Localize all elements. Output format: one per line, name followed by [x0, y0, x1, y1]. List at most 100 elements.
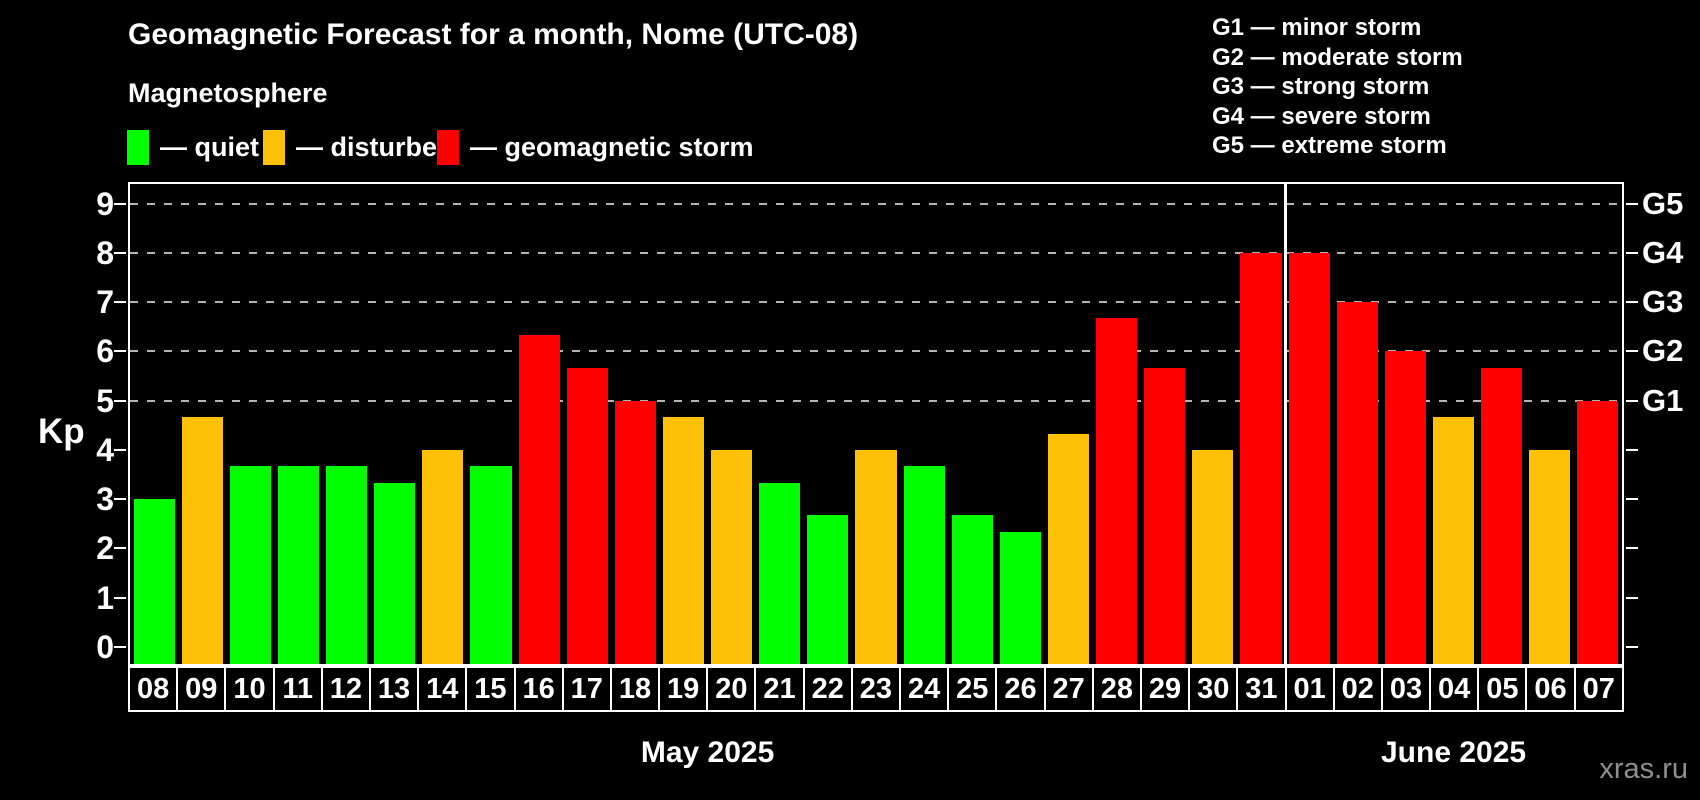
kp-bar-day-21	[759, 482, 801, 664]
kp-bar-day-27	[1047, 433, 1090, 664]
legend-swatch-quiet	[127, 130, 149, 165]
g-legend-line-1: G1 — minor storm	[1212, 14, 1422, 41]
g-legend-line-2: G2 — moderate storm	[1212, 43, 1463, 71]
y-tick-left-0	[114, 645, 126, 648]
x-day-cell-30: 30	[1188, 666, 1239, 712]
x-day-cell-03: 03	[1380, 666, 1432, 712]
legend-item-quiet: — quiet	[127, 130, 259, 165]
x-day-cell-22: 22	[802, 666, 853, 712]
kp-bar-day-28	[1096, 318, 1138, 664]
g-level-label-G3: G3	[1642, 284, 1684, 320]
x-day-cell-12: 12	[320, 666, 371, 712]
kp-level-legend: — quiet — disturbed — geomagnetic storm	[0, 130, 1100, 170]
x-day-cell-19: 19	[658, 666, 709, 712]
x-day-cell-05: 05	[1477, 666, 1528, 712]
x-day-cell-14: 14	[417, 666, 468, 712]
right-axis-g-labels: G1 G2 G3 G4 G5	[1642, 182, 1700, 666]
kp-bar-day-22	[807, 515, 849, 664]
kp-bar-day-20	[711, 449, 753, 664]
kp-bar-day-02	[1336, 302, 1378, 664]
y-tick-right-0	[1626, 645, 1638, 648]
kp-bar-day-11	[277, 466, 319, 664]
legend-item-storm: — geomagnetic storm	[437, 130, 754, 165]
g-level-label-G4: G4	[1642, 234, 1684, 270]
kp-bar-day-16	[518, 335, 560, 664]
x-day-cell-04: 04	[1429, 666, 1480, 712]
y-tick-right-7	[1626, 301, 1638, 304]
kp-bar-day-31	[1240, 252, 1282, 664]
kp-bar-day-29	[1144, 367, 1186, 664]
y-tick-left-2	[114, 547, 126, 550]
gridline-kp7	[130, 301, 1622, 304]
x-day-cell-13: 13	[368, 666, 420, 712]
x-day-cell-24: 24	[899, 666, 950, 712]
y-tick-label-4: 4	[96, 431, 114, 468]
x-day-cell-09: 09	[176, 666, 227, 712]
watermark: xras.ru	[1599, 753, 1688, 785]
gridline-kp5	[130, 399, 1622, 402]
kp-bar-day-06	[1529, 449, 1571, 664]
x-day-cell-26: 26	[995, 666, 1046, 712]
y-tick-label-6: 6	[96, 333, 114, 370]
x-day-cell-06: 06	[1525, 666, 1576, 712]
kp-bar-day-08	[133, 499, 175, 664]
kp-bar-day-15	[470, 466, 512, 664]
x-day-cell-08: 08	[128, 666, 179, 712]
kp-bar-day-25	[951, 515, 993, 664]
y-axis-tick-labels: 0 1 2 3 4 5 6 7 8 9	[0, 182, 114, 666]
y-tick-label-8: 8	[96, 234, 114, 271]
x-day-cell-31: 31	[1236, 666, 1287, 712]
gridline-kp9	[130, 202, 1622, 205]
legend-label-storm: — geomagnetic storm	[470, 132, 754, 162]
x-day-cell-21: 21	[754, 666, 805, 712]
chart-title: Geomagnetic Forecast for a month, Nome (…	[128, 18, 859, 51]
x-day-cell-01: 01	[1284, 666, 1335, 712]
g-level-label-G2: G2	[1642, 333, 1684, 369]
x-day-cell-25: 25	[947, 666, 998, 712]
g-level-label-G1: G1	[1642, 382, 1684, 418]
g-legend-line-5: G5 — extreme storm	[1212, 132, 1447, 159]
g-legend-line-4: G4 — severe storm	[1212, 102, 1431, 130]
y-tick-right-5	[1626, 399, 1638, 402]
g-scale-legend: G1 — minor storm G2 — moderate storm G3 — …	[1212, 13, 1463, 161]
y-tick-label-3: 3	[96, 481, 114, 518]
month-separator-line	[1283, 184, 1287, 664]
x-day-cell-29: 29	[1139, 666, 1191, 712]
y-tick-left-7	[114, 301, 126, 304]
y-tick-left-5	[114, 399, 126, 402]
y-tick-left-4	[114, 448, 126, 451]
kp-bar-day-14	[422, 449, 464, 664]
y-tick-right-2	[1626, 547, 1638, 550]
y-tick-left-8	[114, 251, 126, 254]
kp-bar-day-30	[1192, 449, 1234, 664]
kp-bar-day-12	[326, 466, 368, 664]
kp-bar-day-05	[1481, 367, 1523, 664]
g-level-label-G5: G5	[1642, 185, 1684, 221]
legend-swatch-storm	[437, 130, 459, 165]
legend-item-disturbed: — disturbed	[263, 130, 454, 165]
legend-swatch-disturbed	[263, 130, 285, 165]
y-tick-right-9	[1626, 202, 1638, 205]
x-day-cell-02: 02	[1332, 666, 1383, 712]
y-tick-label-1: 1	[96, 579, 114, 616]
kp-bar-day-18	[614, 400, 656, 664]
x-day-cell-23: 23	[850, 666, 901, 712]
y-tick-label-7: 7	[96, 284, 114, 321]
x-day-cell-27: 27	[1043, 666, 1094, 712]
kp-bar-day-09	[181, 416, 223, 664]
kp-bar-day-13	[374, 482, 416, 664]
x-day-cell-11: 11	[272, 666, 323, 712]
month-label-may: May 2025	[640, 736, 775, 769]
y-tick-label-5: 5	[96, 382, 114, 419]
g-legend-line-3: G3 — strong storm	[1212, 73, 1430, 100]
y-tick-right-6	[1626, 350, 1638, 353]
y-tick-left-6	[114, 350, 126, 353]
legend-label-quiet: — quiet	[160, 132, 259, 162]
kp-bar-day-04	[1432, 416, 1475, 664]
kp-bar-day-07	[1577, 400, 1619, 664]
y-tick-left-3	[114, 498, 126, 501]
y-tick-label-0: 0	[96, 628, 114, 665]
y-tick-right-8	[1626, 251, 1638, 254]
kp-bar-day-26	[999, 532, 1041, 664]
